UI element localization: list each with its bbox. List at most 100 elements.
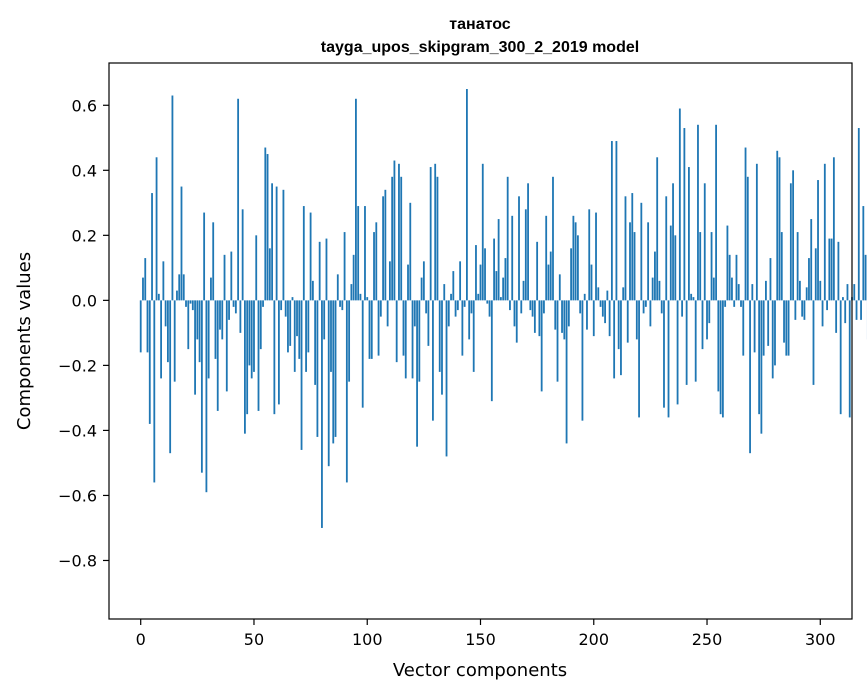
bar-component-245 bbox=[694, 300, 697, 382]
bar-component-185 bbox=[558, 274, 561, 301]
bar-component-242 bbox=[688, 167, 690, 301]
bar-component-243 bbox=[690, 293, 693, 301]
bar-component-297 bbox=[812, 300, 815, 385]
bar-component-215 bbox=[626, 300, 629, 343]
bar-component-188 bbox=[565, 300, 568, 444]
bar-component-199 bbox=[590, 264, 593, 301]
bar-component-310 bbox=[842, 297, 844, 301]
bar-component-276 bbox=[765, 280, 767, 301]
bar-component-93 bbox=[350, 284, 353, 301]
bar-component-306 bbox=[832, 157, 835, 301]
bar-component-201 bbox=[595, 212, 597, 301]
bar-component-123 bbox=[418, 300, 421, 382]
chart-title: танатос bbox=[449, 16, 510, 33]
bar-component-179 bbox=[545, 215, 548, 301]
bar-component-193 bbox=[577, 235, 579, 301]
bar-component-311 bbox=[844, 300, 847, 324]
bar-component-9 bbox=[160, 300, 162, 379]
bar-component-12 bbox=[166, 300, 169, 363]
bar-component-31 bbox=[210, 277, 212, 301]
bar-component-218 bbox=[633, 232, 636, 301]
bar-component-267 bbox=[744, 147, 747, 301]
bar-component-33 bbox=[214, 300, 217, 359]
bar-component-263 bbox=[735, 254, 738, 301]
x-tick-label-300: 300 bbox=[805, 630, 836, 649]
bar-component-115 bbox=[400, 176, 403, 301]
bar-component-100 bbox=[366, 297, 369, 301]
bar-component-110 bbox=[388, 261, 391, 301]
chart-subtitle: tayga_upos_skipgram_300_2_2019 model bbox=[321, 39, 639, 56]
bar-component-156 bbox=[493, 238, 495, 301]
bar-component-298 bbox=[814, 248, 817, 301]
bar-component-21 bbox=[187, 300, 190, 350]
bar-component-35 bbox=[219, 300, 221, 330]
x-tick-label-250: 250 bbox=[692, 630, 723, 649]
bar-component-299 bbox=[817, 180, 819, 301]
bar-component-295 bbox=[808, 258, 810, 301]
bar-component-137 bbox=[450, 293, 452, 301]
bar-component-7 bbox=[155, 157, 158, 301]
bar-component-187 bbox=[563, 300, 566, 340]
x-tick-label-200: 200 bbox=[578, 630, 609, 649]
bar-component-277 bbox=[767, 300, 770, 346]
bar-component-158 bbox=[497, 219, 500, 301]
bar-component-237 bbox=[676, 300, 679, 405]
bar-component-149 bbox=[477, 293, 480, 301]
bar-component-73 bbox=[305, 300, 307, 372]
bar-component-166 bbox=[515, 300, 518, 343]
bar-component-105 bbox=[377, 300, 380, 356]
bar-component-52 bbox=[257, 300, 260, 411]
bar-component-68 bbox=[293, 300, 296, 372]
bar-component-37 bbox=[223, 254, 226, 301]
bar-component-150 bbox=[479, 264, 482, 301]
bar-component-278 bbox=[769, 258, 772, 301]
bar-component-34 bbox=[216, 300, 219, 411]
bar-component-99 bbox=[364, 206, 366, 301]
bar-component-177 bbox=[540, 300, 543, 392]
bar-component-319 bbox=[862, 206, 865, 301]
bar-component-258 bbox=[724, 300, 727, 307]
bar-component-152 bbox=[484, 248, 486, 301]
bar-component-49 bbox=[250, 300, 253, 379]
bar-component-255 bbox=[717, 300, 720, 392]
bar-component-95 bbox=[355, 98, 357, 301]
x-tick-label-100: 100 bbox=[352, 630, 383, 649]
bar-component-294 bbox=[805, 287, 808, 301]
bar-component-53 bbox=[259, 300, 262, 350]
bar-component-273 bbox=[758, 300, 761, 415]
bar-component-70 bbox=[298, 300, 301, 359]
bar-component-296 bbox=[810, 219, 813, 301]
bar-component-257 bbox=[721, 300, 724, 418]
bar-component-167 bbox=[518, 196, 520, 301]
bar-component-180 bbox=[547, 264, 550, 301]
bar-component-301 bbox=[821, 300, 824, 327]
bar-component-283 bbox=[780, 232, 783, 301]
bar-component-200 bbox=[592, 300, 595, 337]
bar-component-213 bbox=[622, 287, 625, 301]
bar-component-50 bbox=[253, 300, 255, 372]
bar-component-239 bbox=[681, 300, 684, 317]
bar-component-279 bbox=[771, 300, 774, 379]
bar-component-251 bbox=[708, 300, 711, 324]
bar-component-57 bbox=[268, 248, 271, 301]
bar-component-43 bbox=[237, 98, 240, 301]
bar-component-141 bbox=[459, 261, 462, 301]
bar-component-269 bbox=[749, 300, 751, 454]
bar-component-6 bbox=[153, 300, 156, 483]
bar-component-204 bbox=[601, 300, 604, 317]
y-axis-label: Components values bbox=[14, 252, 35, 430]
bar-component-157 bbox=[495, 271, 498, 301]
bar-component-252 bbox=[710, 232, 713, 301]
bar-component-182 bbox=[552, 176, 554, 301]
bar-component-261 bbox=[731, 277, 733, 301]
bar-component-316 bbox=[855, 300, 858, 320]
bar-component-259 bbox=[726, 225, 729, 301]
bar-component-66 bbox=[289, 300, 292, 346]
bar-component-203 bbox=[599, 300, 602, 307]
bar-component-42 bbox=[234, 300, 237, 314]
bar-component-56 bbox=[266, 154, 269, 301]
bar-component-284 bbox=[783, 300, 785, 343]
bar-component-235 bbox=[672, 183, 674, 301]
bar-component-260 bbox=[728, 254, 731, 301]
